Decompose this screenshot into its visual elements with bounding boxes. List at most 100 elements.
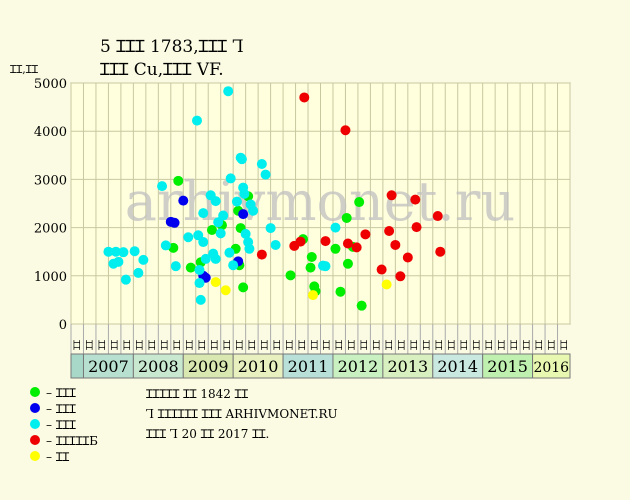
data-point (270, 239, 281, 250)
data-point (210, 253, 221, 264)
data-point (410, 194, 421, 205)
data-point (170, 261, 181, 272)
data-point (432, 211, 443, 222)
legend-item: – ꞮꞮꞮꞮꞮБ (30, 432, 98, 448)
data-point (223, 86, 234, 97)
data-point (299, 92, 310, 103)
quarter-label: ꞮꞮ (210, 340, 220, 350)
legend-label: – ꞮꞮꞮ (46, 417, 76, 432)
quarter-label: ꞮꞮ (235, 340, 245, 350)
y-axis-label: ꞮꞮ,ꞮꞮ (10, 63, 38, 76)
data-point (220, 285, 231, 296)
y-axis: 0 1000 2000 3000 4000 5000 (34, 77, 67, 333)
data-point (384, 225, 395, 236)
data-point (356, 300, 367, 311)
year-band (82, 353, 134, 379)
year-label: 2008 (138, 357, 179, 376)
data-point (256, 249, 267, 260)
data-point (183, 232, 194, 243)
y-tick-label: 2000 (34, 222, 67, 237)
y-tick-label: 4000 (34, 125, 67, 140)
legend-label: – ꞮꞮ (46, 449, 70, 464)
y-tick-label: 0 (59, 318, 67, 333)
data-point (198, 208, 209, 219)
info-block: ꞮꞮꞮꞮꞮ ꞮꞮ 1842 ꞮꞮ Ꞁ ꞮꞮꞮꞮꞮꞮ ꞮꞮꞮ ARHIVMONET… (146, 384, 338, 444)
y-tick-label: 5000 (34, 77, 67, 92)
y-tick-label: 1000 (34, 270, 67, 285)
year-band (332, 353, 384, 379)
data-point (285, 270, 296, 281)
quarter-label: ꞮꞮ (186, 340, 196, 350)
quarter-label: ꞮꞮ (535, 340, 545, 350)
quarter-label: ꞮꞮ (161, 340, 171, 350)
quarter-label: ꞮꞮ (136, 340, 146, 350)
data-point (402, 252, 413, 263)
data-point (381, 279, 392, 290)
data-point (342, 258, 353, 269)
quarter-label: ꞮꞮ (447, 340, 457, 350)
year-label: 2015 (487, 357, 528, 376)
data-point (239, 188, 250, 199)
quarter-label: ꞮꞮ (510, 340, 520, 350)
quarter-label: ꞮꞮ (260, 340, 270, 350)
quarter-label: ꞮꞮ (98, 340, 108, 350)
data-point (308, 290, 319, 301)
quarter-label: ꞮꞮ (86, 340, 96, 350)
quarter-label: ꞮꞮ (198, 340, 208, 350)
data-point (195, 294, 206, 305)
grid (70, 82, 571, 325)
quarter-label: ꞮꞮ (335, 340, 345, 350)
year-label: 2009 (188, 357, 229, 376)
data-point (191, 115, 202, 126)
year-band (532, 353, 571, 379)
info-line-1: ꞮꞮꞮꞮꞮ ꞮꞮ 1842 ꞮꞮ (146, 387, 249, 401)
data-point (435, 246, 446, 257)
quarter-label: ꞮꞮ (111, 340, 121, 350)
quarter-label: ꞮꞮ (298, 340, 308, 350)
info-line-2: Ꞁ ꞮꞮꞮꞮꞮꞮ ꞮꞮꞮ ARHIVMONET.RU (146, 407, 338, 421)
data-point (305, 262, 316, 273)
data-point (198, 237, 209, 248)
quarter-label: ꞮꞮ (360, 340, 370, 350)
quarter-label: ꞮꞮ (310, 340, 320, 350)
data-point (218, 210, 229, 221)
data-point (330, 222, 341, 233)
data-point (113, 256, 124, 267)
data-point (238, 209, 249, 220)
data-point (236, 154, 247, 165)
data-point (173, 175, 184, 186)
data-point (265, 223, 276, 234)
data-point (340, 125, 351, 136)
legend-item: – ꞮꞮꞮ (30, 384, 98, 400)
data-point (240, 228, 251, 239)
legend-marker (30, 387, 40, 397)
year-label: 2007 (88, 357, 129, 376)
chart-title-line1: 5 ꞮꞮꞮ 1783,ꞮꞮꞮ Ꞁ (100, 37, 244, 57)
quarter-label: ꞮꞮ (285, 340, 295, 350)
data-point (169, 217, 180, 228)
data-point (390, 239, 401, 250)
data-point (354, 197, 365, 208)
data-point (215, 228, 226, 239)
quarter-label: ꞮꞮ (410, 340, 420, 350)
legend-label: – ꞮꞮꞮ (46, 401, 76, 416)
data-point (185, 262, 196, 273)
year-label: 2011 (288, 357, 329, 376)
quarter-label: ꞮꞮ (522, 340, 532, 350)
quarter-label: ꞮꞮ (472, 340, 482, 350)
quarter-label: ꞮꞮ (547, 340, 557, 350)
quarter-labels: ꞮꞮ ꞮꞮ ꞮꞮ ꞮꞮ ꞮꞮ ꞮꞮ ꞮꞮ ꞮꞮ ꞮꞮ ꞮꞮ ꞮꞮ ꞮꞮ ꞮꞮ ꞮꞮ ꞮꞮ ꞮꞮ ꞮꞮ ꞮꞮ ꞮꞮ ꞮꞮ… (70, 324, 570, 354)
quarter-label: ꞮꞮ (485, 340, 495, 350)
data-point (306, 252, 317, 263)
watermark: arhivmonet.ru (125, 170, 515, 233)
data-point (133, 267, 144, 278)
data-point (120, 274, 131, 285)
data-point (342, 238, 353, 249)
y-tick-label: 3000 (34, 173, 67, 188)
quarter-label: ꞮꞮ (373, 340, 383, 350)
quarter-label: ꞮꞮ (435, 340, 445, 350)
data-point (248, 205, 259, 216)
data-point (238, 282, 249, 293)
quarter-label: ꞮꞮ (173, 340, 183, 350)
